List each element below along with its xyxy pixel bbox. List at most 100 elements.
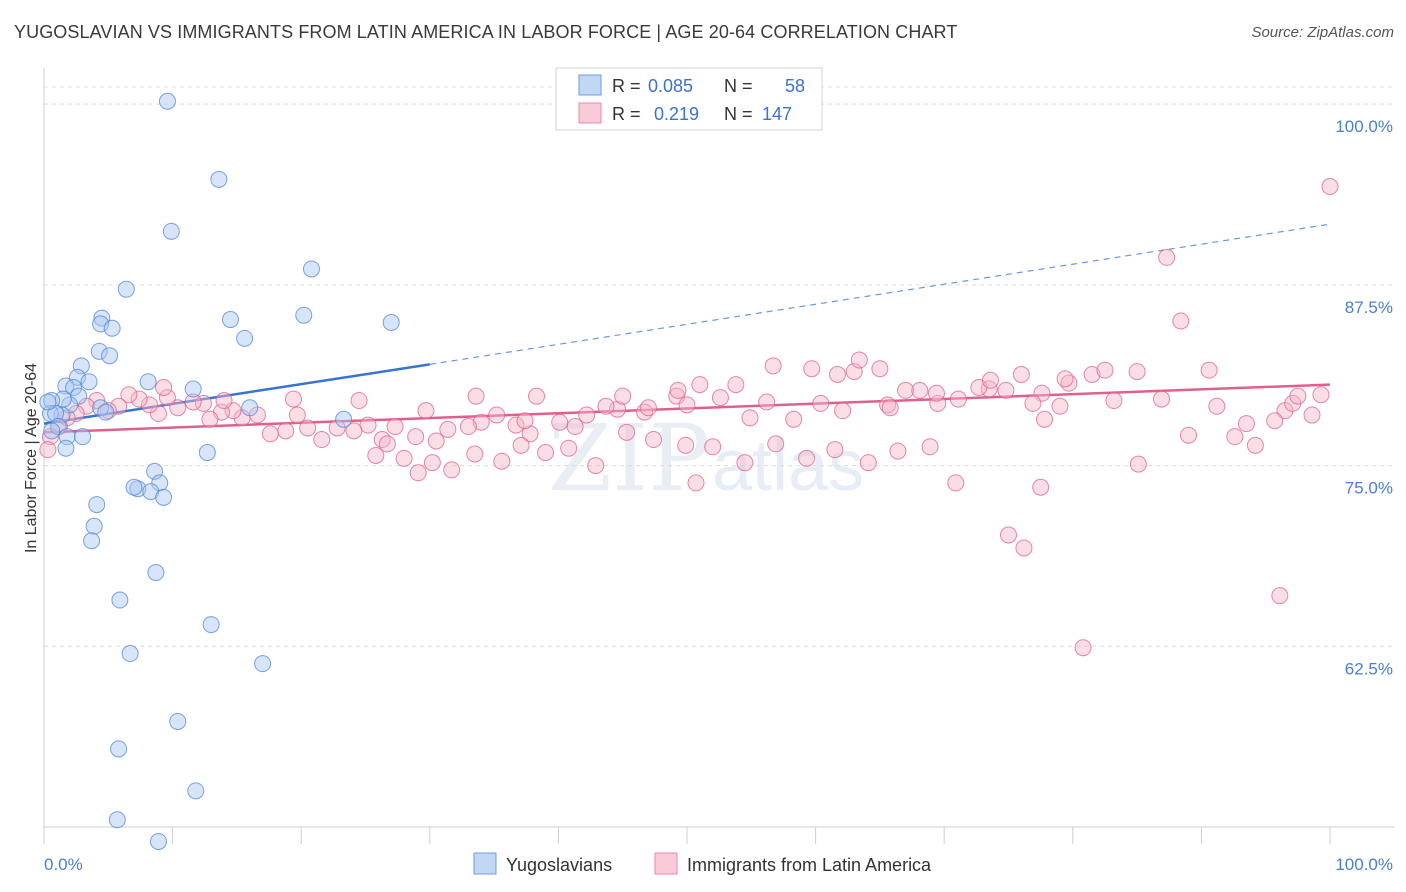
point-latin-america — [711, 389, 729, 407]
point-latin-america — [1129, 455, 1147, 473]
point-latin-america — [359, 416, 377, 434]
point-latin-america — [758, 393, 776, 411]
point-latin-america — [158, 389, 176, 407]
point-latin-america — [1246, 436, 1264, 454]
point-yugoslavian — [85, 517, 103, 535]
point-latin-america — [1271, 587, 1289, 605]
point-yugoslavian — [125, 478, 143, 496]
point-latin-america — [155, 379, 173, 397]
point-latin-america — [871, 360, 889, 378]
point-latin-america — [184, 393, 202, 411]
y-tick-label: 62.5% — [1345, 659, 1393, 678]
point-latin-america — [741, 409, 759, 427]
point-latin-america — [1074, 639, 1092, 657]
point-yugoslavian — [158, 92, 176, 110]
point-latin-america — [1237, 415, 1255, 433]
point-yugoslavian — [90, 342, 108, 360]
grid-lines — [44, 86, 1395, 647]
trend-line-yugoslavians-extension — [429, 223, 1331, 365]
point-latin-america — [261, 425, 279, 443]
point-latin-america — [1208, 397, 1226, 415]
point-latin-america — [140, 396, 158, 414]
point-latin-america — [507, 416, 525, 434]
point-yugoslavian — [335, 410, 353, 428]
point-latin-america — [949, 390, 967, 408]
point-latin-america — [921, 438, 939, 456]
point-latin-america — [1015, 539, 1033, 557]
point-yugoslavian — [74, 428, 92, 446]
point-latin-america — [1303, 406, 1321, 424]
point-latin-america — [645, 431, 663, 449]
stats-r-value-1: 0.085 — [648, 76, 693, 96]
stats-swatch-yugoslavians — [578, 74, 602, 96]
point-latin-america — [691, 376, 709, 394]
point-latin-america — [1312, 386, 1330, 404]
point-latin-america — [427, 432, 445, 450]
axes — [43, 68, 1395, 844]
source-label: Source: ZipAtlas.com — [1251, 24, 1394, 41]
data-points — [39, 92, 1339, 850]
point-yugoslavian — [202, 616, 220, 634]
point-latin-america — [677, 436, 695, 454]
point-latin-america — [130, 390, 148, 408]
point-latin-america — [472, 413, 490, 431]
point-latin-america — [736, 454, 754, 472]
point-latin-america — [812, 394, 830, 412]
point-yugoslavian — [241, 399, 259, 417]
point-latin-america — [345, 422, 363, 440]
point-latin-america — [1105, 392, 1123, 410]
point-yugoslavian — [254, 655, 272, 673]
y-tick-label: 100.0% — [1335, 117, 1393, 136]
point-latin-america — [897, 381, 915, 399]
point-yugoslavian — [236, 329, 254, 347]
point-latin-america — [704, 438, 722, 456]
point-yugoslavian — [184, 380, 202, 398]
point-latin-america — [828, 365, 846, 383]
stats-r-label-2: R = — [612, 104, 641, 124]
point-latin-america — [764, 357, 782, 375]
point-latin-america — [1012, 365, 1030, 383]
point-latin-america — [467, 387, 485, 405]
point-yugoslavian — [121, 645, 139, 663]
point-yugoslavian — [139, 373, 157, 391]
point-latin-america — [299, 419, 317, 437]
point-latin-america — [566, 418, 584, 436]
series-legend: Yugoslavians Immigrants from Latin Ameri… — [473, 852, 932, 875]
point-latin-america — [879, 396, 897, 414]
point-latin-america — [767, 435, 785, 453]
point-latin-america — [1172, 312, 1190, 330]
point-latin-america — [1226, 428, 1244, 446]
point-latin-america — [528, 387, 546, 405]
point-latin-america — [1083, 365, 1101, 383]
point-yugoslavian — [43, 422, 61, 440]
point-latin-america — [466, 445, 484, 463]
point-latin-america — [639, 399, 657, 417]
point-latin-america — [328, 419, 346, 437]
point-yugoslavian — [117, 280, 135, 298]
stats-n-value-1: 58 — [785, 76, 805, 96]
x-tick-label-start: 0.0% — [44, 855, 83, 874]
point-yugoslavian — [147, 564, 165, 582]
point-latin-america — [493, 452, 511, 470]
point-latin-america — [313, 431, 331, 449]
point-yugoslavian — [101, 347, 119, 365]
point-latin-america — [367, 446, 385, 464]
tick-labels: 62.5% 75.0% 87.5% 100.0% 0.0% 100.0% — [44, 117, 1393, 874]
point-latin-america — [1153, 390, 1171, 408]
point-yugoslavian — [295, 306, 313, 324]
point-yugoslavian — [110, 740, 128, 758]
point-latin-america — [859, 454, 877, 472]
stats-r-label-1: R = — [612, 76, 641, 96]
stats-n-label-1: N = — [724, 76, 753, 96]
legend-label-latin-america: Immigrants from Latin America — [687, 855, 932, 875]
point-yugoslavian — [302, 260, 320, 278]
point-latin-america — [516, 412, 534, 430]
point-latin-america — [409, 464, 427, 482]
point-latin-america — [169, 399, 187, 417]
point-yugoslavian — [108, 811, 126, 829]
legend-label-yugoslavians: Yugoslavians — [506, 855, 612, 875]
point-yugoslavian — [155, 488, 173, 506]
point-yugoslavian — [169, 712, 187, 730]
point-latin-america — [687, 474, 705, 492]
